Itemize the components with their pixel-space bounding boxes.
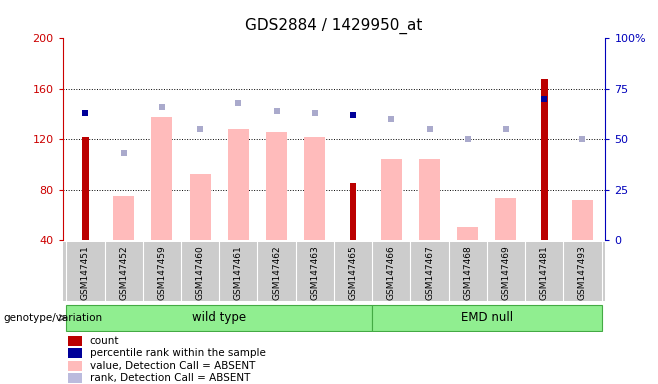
Bar [349, 183, 357, 240]
Text: GSM147462: GSM147462 [272, 245, 281, 300]
Text: GSM147463: GSM147463 [311, 245, 319, 300]
Bar [68, 361, 82, 371]
Text: GSM147468: GSM147468 [463, 245, 472, 300]
Text: value, Detection Call = ABSENT: value, Detection Call = ABSENT [89, 361, 255, 371]
Text: GSM147451: GSM147451 [81, 245, 90, 300]
Text: GSM147452: GSM147452 [119, 245, 128, 300]
Text: GSM147493: GSM147493 [578, 245, 587, 300]
Text: wild type: wild type [192, 311, 246, 324]
Text: GSM147460: GSM147460 [195, 245, 205, 300]
Bar [68, 372, 82, 382]
Bar [82, 137, 89, 240]
Bar [190, 174, 211, 240]
Bar [419, 159, 440, 240]
Text: GSM147459: GSM147459 [157, 245, 166, 300]
Text: GSM147469: GSM147469 [501, 245, 511, 300]
Bar [304, 137, 325, 240]
Bar [495, 199, 517, 240]
Text: rank, Detection Call = ABSENT: rank, Detection Call = ABSENT [89, 372, 250, 382]
Text: GSM147461: GSM147461 [234, 245, 243, 300]
Bar [541, 79, 547, 240]
Bar [151, 116, 172, 240]
Text: genotype/variation: genotype/variation [3, 313, 103, 323]
Bar [457, 227, 478, 240]
Bar [66, 305, 372, 331]
Text: GSM147467: GSM147467 [425, 245, 434, 300]
Text: GSM147465: GSM147465 [349, 245, 357, 300]
Bar [381, 159, 402, 240]
Text: GSM147466: GSM147466 [387, 245, 395, 300]
Bar [68, 336, 82, 346]
Text: percentile rank within the sample: percentile rank within the sample [89, 348, 266, 358]
Title: GDS2884 / 1429950_at: GDS2884 / 1429950_at [245, 18, 422, 34]
Text: count: count [89, 336, 119, 346]
Bar [228, 129, 249, 240]
Bar [113, 196, 134, 240]
Text: EMD null: EMD null [461, 311, 513, 324]
Bar [266, 132, 287, 240]
Bar [372, 305, 601, 331]
Bar [68, 348, 82, 358]
Bar [572, 200, 593, 240]
Text: GSM147481: GSM147481 [540, 245, 549, 300]
